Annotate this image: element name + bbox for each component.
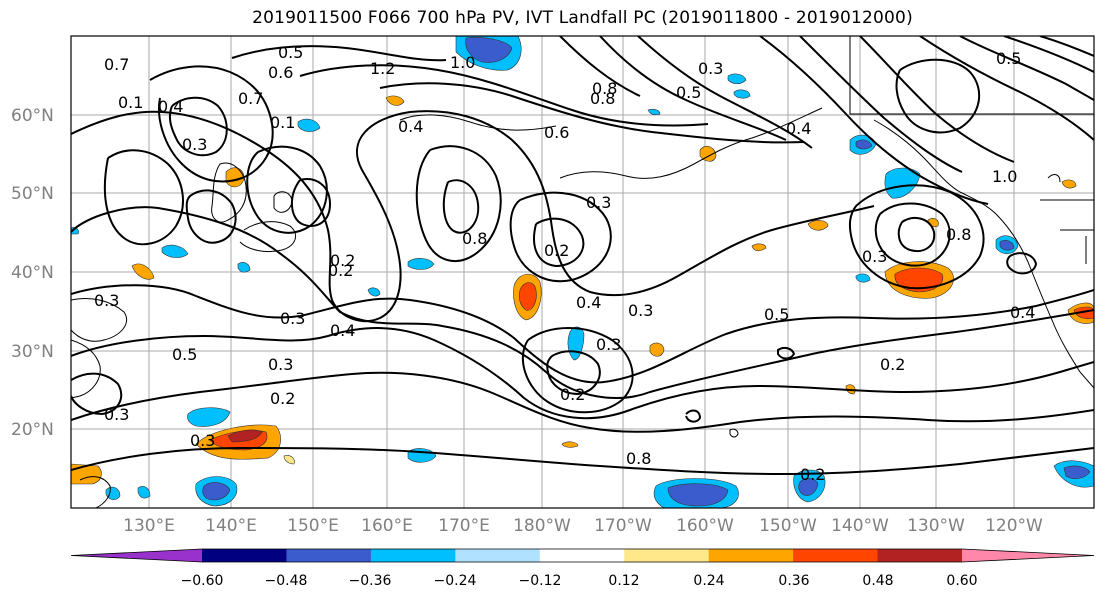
contour-label: 0.3: [698, 59, 723, 78]
contour-label: 0.3: [862, 247, 887, 266]
contour-label: 0.2: [330, 251, 355, 270]
contour-label: 0.2: [880, 355, 905, 374]
colorbar-segment: [877, 549, 963, 562]
contour-label: 0.4: [576, 293, 601, 312]
contour-label: 0.3: [586, 193, 611, 212]
colorbar-tick-label: −0.24: [434, 573, 477, 589]
contour-label: 0.3: [190, 431, 215, 450]
colorbar-tick-label: 0.36: [778, 573, 809, 589]
contour-label: 0.3: [182, 135, 207, 154]
colorbar-segment: [286, 549, 372, 562]
latitude-labels: 60°N 50°N 40°N 30°N 20°N: [11, 106, 54, 440]
longitude-labels: 130°E 140°E 150°E 160°E 170°E 180°W 170°…: [123, 516, 1043, 536]
contour-label: 0.8: [462, 229, 487, 248]
contour-label: 0.8: [592, 79, 617, 98]
lat-label: 60°N: [11, 106, 54, 126]
contour-label: 1.0: [450, 53, 475, 72]
contour-label: 0.7: [104, 55, 129, 74]
contour-label: 0.4: [786, 119, 811, 138]
contour-labels: 0.7 0.5 0.6 1.2 1.0 0.8 0.7 0.4 0.3 0.1 …: [94, 43, 1035, 484]
lon-label: 140°E: [205, 516, 257, 536]
colorbar-segment: [370, 549, 456, 562]
colorbar-segment: [202, 549, 287, 562]
colorbar-ticks: −0.60 −0.48 −0.36 −0.24 −0.12 0.12 0.24 …: [181, 573, 978, 589]
contour-label: 0.5: [996, 49, 1021, 68]
contour-label: 0.2: [328, 261, 353, 280]
contour-label: 0.3: [596, 335, 621, 354]
colorbar-tick-label: −0.36: [349, 573, 392, 589]
lon-label: 130°W: [907, 516, 965, 536]
lon-label: 150°E: [287, 516, 339, 536]
lat-label: 20°N: [11, 420, 54, 440]
lat-label: 30°N: [11, 342, 54, 362]
lon-label: 130°E: [123, 516, 175, 536]
contour-label: 0.3: [628, 301, 653, 320]
colorbar: −0.60 −0.48 −0.36 −0.24 −0.12 0.12 0.24 …: [70, 548, 1095, 589]
contour-label: 1.0: [992, 167, 1017, 186]
contour-label: 0.2: [560, 385, 585, 404]
contour-label: 0.3: [280, 309, 305, 328]
colorbar-segment: [708, 549, 794, 562]
colorbar-tick-label: 0.12: [608, 573, 639, 589]
map-panel: [70, 35, 1095, 509]
contour-label: 0.5: [764, 305, 789, 324]
lon-label: 170°E: [438, 516, 490, 536]
contour-label: 0.5: [676, 83, 701, 102]
lon-label: 120°W: [985, 516, 1043, 536]
contour-label: 0.4: [158, 97, 183, 116]
contour-label: 0.4: [398, 117, 423, 136]
colorbar-tick-label: −0.60: [181, 573, 224, 589]
colorbar-tick-label: 0.48: [862, 573, 893, 589]
lon-label: 140°W: [831, 516, 889, 536]
colorbar-extend-max: [962, 549, 1094, 562]
lon-label: 180°W: [513, 516, 571, 536]
contour-label: 0.5: [172, 345, 197, 364]
contour-label: 0.3: [268, 355, 293, 374]
contour-label: 0.2: [270, 389, 295, 408]
colorbar-segment: [539, 549, 625, 562]
contour-label: 0.6: [268, 63, 293, 82]
contour-label: 0.8: [590, 89, 615, 108]
contour-label: 0.4: [1010, 303, 1035, 322]
colorbar-extend-min: [71, 549, 202, 562]
lon-label: 170°W: [594, 516, 652, 536]
colorbar-tick-label: 0.24: [693, 573, 724, 589]
colorbar-segment: [624, 549, 710, 562]
colorbar-tick-label: 0.60: [946, 573, 977, 589]
lon-label: 160°E: [361, 516, 413, 536]
contour-label: 0.2: [800, 465, 825, 484]
contour-label: 0.2: [544, 241, 569, 260]
contour-label: 0.1: [118, 93, 143, 112]
contour-label: 0.8: [946, 225, 971, 244]
contour-label: 1.2: [370, 59, 395, 78]
contour-label: 0.7: [238, 89, 263, 108]
contour-label: 0.4: [330, 321, 355, 340]
colorbar-segment: [793, 549, 879, 562]
colorbar-outline: [70, 548, 1095, 563]
colorbar-tick-label: −0.48: [265, 573, 308, 589]
lat-label: 40°N: [11, 263, 54, 283]
map-title: 2019011500 F066 700 hPa PV, IVT Landfall…: [252, 8, 913, 28]
contour-label: 0.3: [94, 291, 119, 310]
contour-label: 0.8: [626, 449, 651, 468]
contour-label: 0.6: [544, 123, 569, 142]
colorbar-tick-label: −0.12: [519, 573, 562, 589]
pv-contours: [71, 36, 1094, 476]
lon-label: 160°W: [676, 516, 734, 536]
lat-label: 50°N: [11, 184, 54, 204]
contour-label: 0.1: [270, 113, 295, 132]
shaded-anomalies: [71, 36, 1094, 508]
coastlines: [71, 36, 1094, 508]
colorbar-segment: [455, 549, 541, 562]
contour-label: 0.5: [278, 43, 303, 62]
lon-label: 150°W: [759, 516, 817, 536]
contour-label: 0.3: [104, 405, 129, 424]
